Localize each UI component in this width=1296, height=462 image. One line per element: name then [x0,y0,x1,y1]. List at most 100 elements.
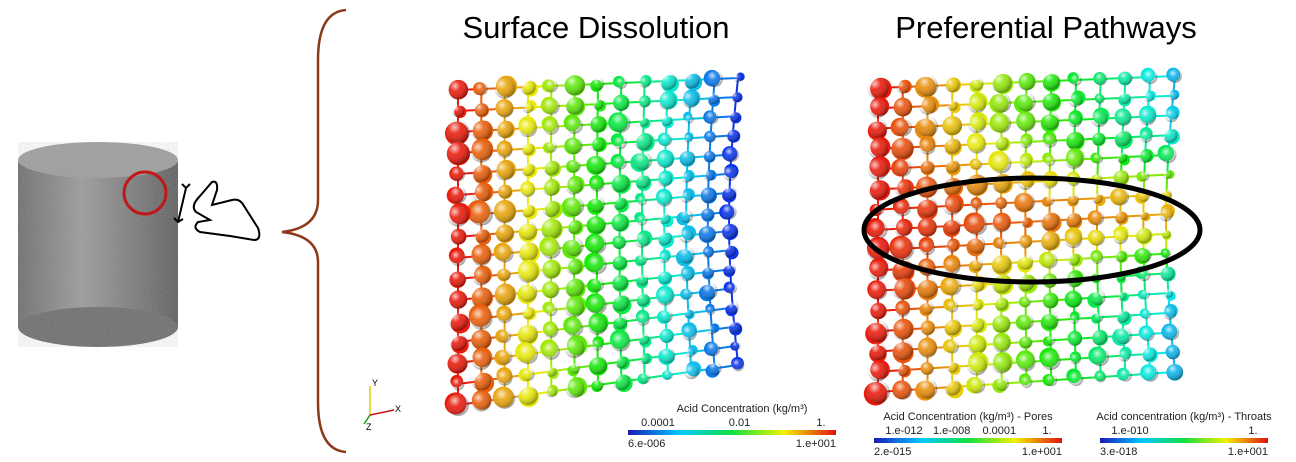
pore-shade [658,270,672,284]
pore-shade [471,120,492,141]
pore-shade [637,215,648,226]
pore-shade [703,247,714,258]
pore-shade [920,240,935,255]
pore-shade [1168,69,1182,83]
pore-shade [450,229,466,245]
panel-title: Preferential Pathways [895,10,1197,45]
pore-shade [994,136,1008,150]
pore-shade [1092,193,1103,204]
pore-shade [918,339,937,358]
pore-shade [685,114,694,123]
pore-shade [564,277,584,297]
pore-shade [611,213,629,231]
pore-shade [917,197,938,218]
pore-shade [945,77,960,92]
pore-shade [470,141,492,163]
pore-shade [968,95,986,113]
pore-shade [518,241,538,261]
pore-shade [1160,266,1175,281]
pore-shade [611,332,631,352]
pore-shade [729,111,740,122]
pore-shade [450,250,466,266]
pore-shade [639,353,650,364]
pore-shade [918,379,938,399]
colorbar-range-label: 1.e+001 [796,438,836,450]
pore-shade [658,212,670,224]
pore-shade [519,119,537,137]
colorbar [628,430,836,435]
pore-shade [546,366,557,377]
pore-shade [634,232,649,247]
pore-shade [566,259,582,275]
pore-shade [1143,70,1157,84]
pore-shade [894,220,911,237]
colorbar-tick-label: 0.01 [729,417,750,429]
pore-shade [592,379,604,391]
pore-shade [614,136,627,149]
pore-shade [521,368,534,381]
pore-shade [724,147,739,162]
pore-shade [971,159,982,170]
pore-shade [566,137,583,154]
pore-shade [613,373,630,390]
pore-shade [635,173,650,188]
pore-shade [1045,155,1056,166]
pore-shade [448,311,467,330]
pore-shade [616,77,628,89]
pore-shade [1045,374,1057,386]
brace [282,10,346,452]
axes-triad: Y X Z [364,378,401,432]
pore-shade [639,76,651,88]
pore-shade [704,150,716,162]
pore-shade [520,79,536,95]
pore-shade [1094,73,1107,86]
pore-shade [892,278,913,299]
pore-shade [661,114,673,126]
pore-shade [494,388,515,409]
pore-shade [1042,312,1059,329]
pore-shade [1163,288,1173,298]
colorbar-tick-label: 1. [1042,425,1051,437]
colorbar-title: Acid Concentration (kg/m³) - Pores [883,411,1053,423]
pore-shade [1095,94,1104,103]
pore-shade [495,161,514,180]
pore-shade [663,370,673,380]
pore-shade [636,292,650,306]
pore-shade [1141,346,1156,361]
pore-shade [1064,230,1082,248]
pore-shade [681,172,692,183]
pore-shade [546,386,557,397]
pore-shade [726,283,737,294]
pore-shade [1020,297,1031,308]
pore-shade [496,224,514,242]
pore-shade [1018,254,1033,269]
pore-shade [734,74,742,82]
pore-shade [543,119,559,135]
pore-shade [992,314,1010,332]
pore-shade [944,378,961,395]
pore-shade [678,246,695,263]
pore-shade [448,353,468,373]
pore-shade [565,237,584,256]
pore-shade [701,283,717,299]
pore-shade [918,218,937,237]
pore-shade [1091,110,1108,127]
pore-shade [496,121,514,139]
pore-shade [659,72,677,90]
pore-shade [589,116,606,133]
pore-shade [1091,252,1103,264]
pore-shade [1139,211,1148,220]
colorbars: Acid Concentration (kg/m³)0.00010.011.6.… [628,403,1272,458]
pore-shade [893,381,912,400]
pore-shade [1042,72,1060,90]
pore-shade [564,297,584,317]
pore-shade [590,177,605,192]
x-label: X [395,404,401,414]
pore-shade [723,166,737,180]
pore-shade [1046,335,1056,345]
pore-shade [588,155,607,174]
pore-shade [568,159,581,172]
pore-shade [944,258,961,275]
pore-shade [968,336,986,354]
pore-shade [545,80,558,93]
